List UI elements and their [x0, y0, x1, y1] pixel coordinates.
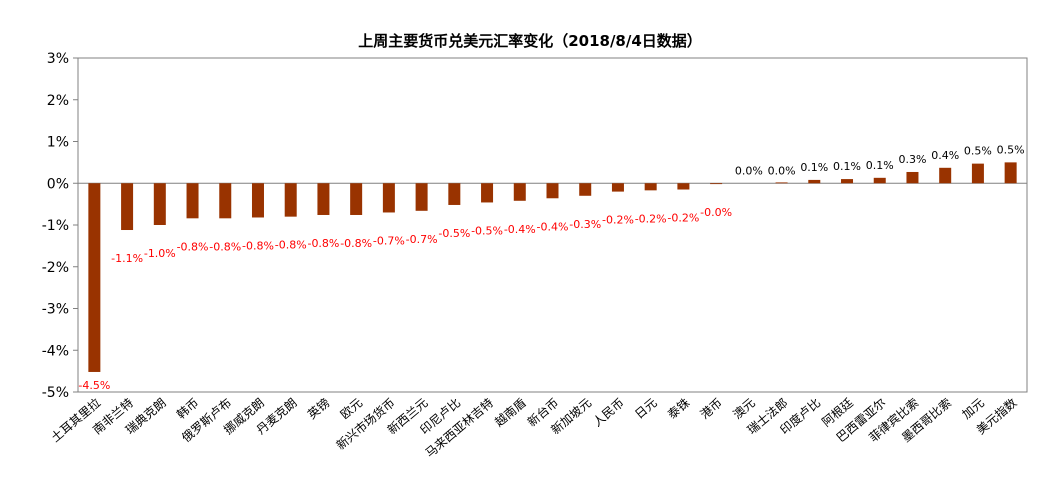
data-label: -0.2%	[602, 214, 634, 227]
data-label: -0.2%	[667, 212, 699, 225]
chart-title: 上周主要货币兑美元汇率变化（2018/8/4日数据）	[358, 32, 702, 50]
category-label: 人民币	[590, 396, 627, 430]
bar	[710, 183, 723, 185]
bar	[971, 163, 984, 184]
category-label: 日元	[632, 396, 659, 422]
bar	[121, 183, 134, 231]
bar	[841, 179, 854, 184]
bar	[186, 183, 199, 219]
data-label: -0.5%	[471, 224, 503, 237]
data-label: -0.2%	[635, 212, 667, 225]
data-label: -1.0%	[144, 247, 176, 260]
bar	[873, 177, 886, 184]
y-tick-label: -4%	[42, 343, 69, 359]
data-label: -0.8%	[340, 237, 372, 250]
y-tick-label: -2%	[42, 260, 69, 276]
category-label: 港币	[698, 396, 725, 422]
bar	[611, 183, 624, 192]
data-label: -0.4%	[504, 223, 536, 236]
data-label: 0.3%	[898, 153, 926, 166]
bar	[382, 183, 395, 213]
bar	[88, 183, 101, 372]
bar	[448, 183, 461, 205]
bar	[579, 183, 592, 196]
y-tick-label: -1%	[42, 218, 69, 234]
category-label: 土耳其里拉	[48, 395, 104, 445]
data-label: 0.5%	[964, 145, 992, 158]
data-label: 0.0%	[768, 164, 796, 177]
bar	[775, 182, 788, 184]
data-label: 0.1%	[866, 159, 894, 172]
bar	[906, 171, 919, 184]
bar	[153, 183, 166, 225]
data-label: -0.8%	[242, 239, 274, 252]
bar	[284, 183, 297, 217]
bar	[1004, 162, 1017, 184]
bar	[546, 183, 559, 199]
data-label: -0.8%	[307, 237, 339, 250]
data-label: -4.5%	[78, 379, 110, 392]
data-label: -0.0%	[700, 206, 732, 219]
data-label: -0.8%	[209, 240, 241, 253]
y-tick-label: 1%	[47, 135, 69, 151]
bar	[939, 167, 952, 184]
data-label: -0.8%	[275, 239, 307, 252]
data-label: 0.1%	[833, 160, 861, 173]
bar	[251, 183, 264, 218]
data-label: -0.7%	[373, 234, 405, 247]
y-tick-label: 0%	[47, 176, 69, 192]
bar	[219, 183, 232, 219]
data-label: -0.7%	[406, 233, 438, 246]
data-label: 0.0%	[735, 164, 763, 177]
bar	[808, 179, 821, 184]
bar	[350, 183, 363, 215]
y-tick-label: 3%	[47, 51, 69, 67]
data-label: 0.5%	[997, 143, 1025, 156]
y-tick-label: -3%	[42, 302, 69, 318]
data-label: -0.4%	[537, 220, 569, 233]
bar	[481, 183, 494, 203]
bar	[415, 183, 428, 211]
bar	[677, 183, 690, 190]
category-label: 英镑	[304, 395, 332, 422]
category-label: 越南盾	[491, 395, 528, 430]
bar	[513, 183, 526, 201]
data-label: 0.4%	[931, 149, 959, 162]
y-tick-label: -5%	[42, 385, 69, 401]
bar	[644, 183, 657, 191]
category-label: 韩币	[173, 395, 201, 422]
category-label: 泰铢	[664, 395, 692, 422]
y-tick-label: 2%	[47, 93, 69, 109]
data-label: -1.1%	[111, 252, 143, 265]
data-label: -0.8%	[177, 240, 209, 253]
data-label: -0.3%	[569, 218, 601, 231]
data-label: 0.1%	[800, 161, 828, 174]
bar	[317, 183, 330, 215]
data-label: -0.5%	[438, 227, 470, 240]
